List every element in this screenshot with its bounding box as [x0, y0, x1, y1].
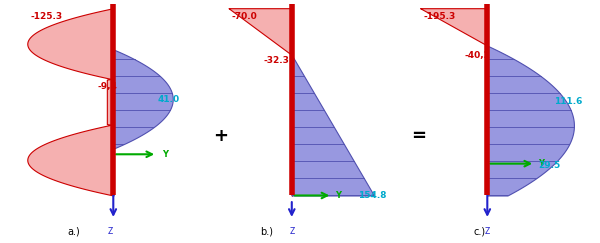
Text: 111.6: 111.6 [554, 97, 583, 106]
Text: 29.5: 29.5 [538, 161, 560, 170]
Text: Y: Y [538, 159, 544, 168]
Text: -9,4: -9,4 [98, 82, 118, 91]
Text: Y: Y [162, 150, 168, 159]
Text: Y: Y [335, 191, 341, 200]
Text: -125.3: -125.3 [31, 12, 62, 21]
Text: =: = [410, 127, 426, 145]
Text: -40,2: -40,2 [465, 51, 491, 60]
Text: Z: Z [289, 227, 295, 236]
Text: -70.0: -70.0 [231, 12, 257, 21]
Text: 41.0: 41.0 [157, 95, 179, 104]
Text: a.): a.) [68, 227, 80, 237]
Text: -195.3: -195.3 [423, 12, 455, 21]
Text: c.): c.) [474, 227, 486, 237]
Text: b.): b.) [260, 227, 273, 237]
Text: -32.3: -32.3 [264, 56, 290, 65]
Text: +: + [214, 127, 228, 145]
Text: 154.8: 154.8 [358, 191, 386, 200]
Text: Z: Z [107, 227, 113, 236]
Text: Z: Z [485, 227, 490, 236]
